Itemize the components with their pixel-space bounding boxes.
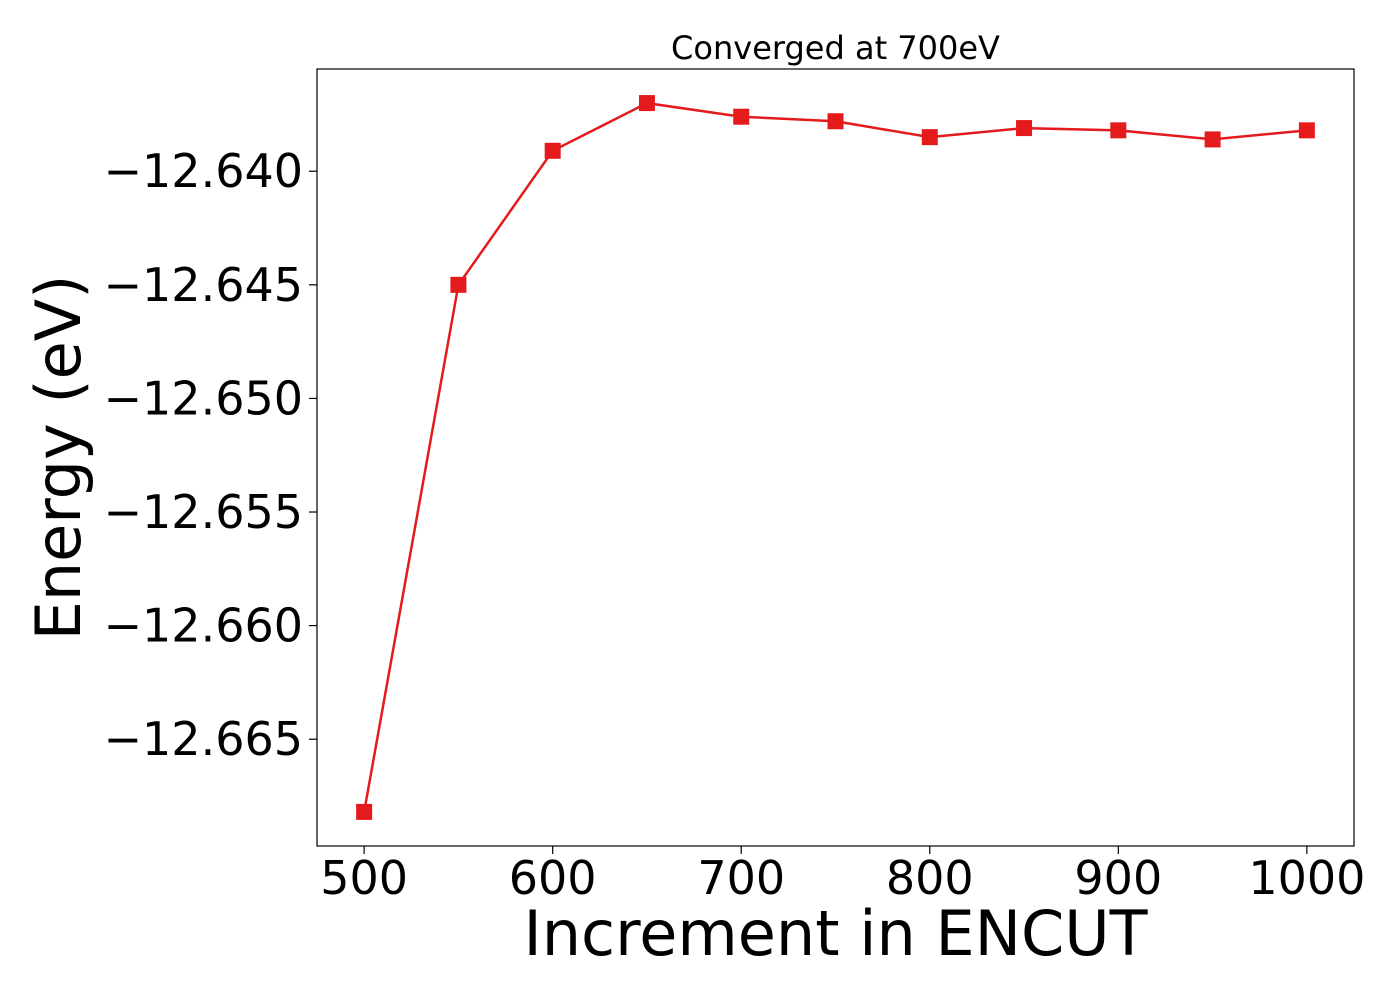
data-point bbox=[356, 803, 373, 820]
data-point bbox=[921, 129, 938, 146]
plot-area-frame bbox=[316, 68, 1355, 847]
x-tick-label: 700 bbox=[697, 851, 785, 905]
x-tick-label: 600 bbox=[509, 851, 597, 905]
data-point bbox=[1204, 131, 1221, 148]
y-tick-label: −12.640 bbox=[104, 144, 304, 198]
y-tick-label: −12.655 bbox=[104, 485, 304, 539]
y-tick-label: −12.660 bbox=[104, 599, 304, 653]
series-line bbox=[362, 101, 1307, 813]
data-point bbox=[544, 142, 561, 159]
y-tick-label: −12.665 bbox=[104, 712, 304, 766]
data-point bbox=[733, 108, 750, 125]
y-tick-label: −12.645 bbox=[104, 258, 304, 312]
data-point bbox=[827, 113, 844, 130]
x-axis: 500 600 700 800 900 1000 bbox=[320, 846, 1365, 905]
x-tick-label: 800 bbox=[886, 851, 974, 905]
x-tick-label: 1000 bbox=[1248, 851, 1365, 905]
data-point bbox=[638, 95, 655, 112]
data-point bbox=[1298, 122, 1315, 139]
data-point bbox=[1016, 120, 1033, 137]
y-axis-label: Energy (eV) bbox=[22, 275, 95, 641]
chart-title: Converged at 700eV bbox=[671, 29, 1000, 67]
data-point bbox=[450, 276, 467, 293]
x-axis-label: Increment in ENCUT bbox=[523, 897, 1148, 970]
series-layer bbox=[356, 95, 1315, 820]
data-point bbox=[1110, 122, 1127, 139]
x-tick-label: 900 bbox=[1074, 851, 1162, 905]
y-tick-label: −12.650 bbox=[104, 371, 304, 425]
y-axis: −12.665 −12.660 −12.655 −12.650 −12.645 −12.6… bbox=[104, 144, 317, 766]
x-tick-label: 500 bbox=[320, 851, 408, 905]
